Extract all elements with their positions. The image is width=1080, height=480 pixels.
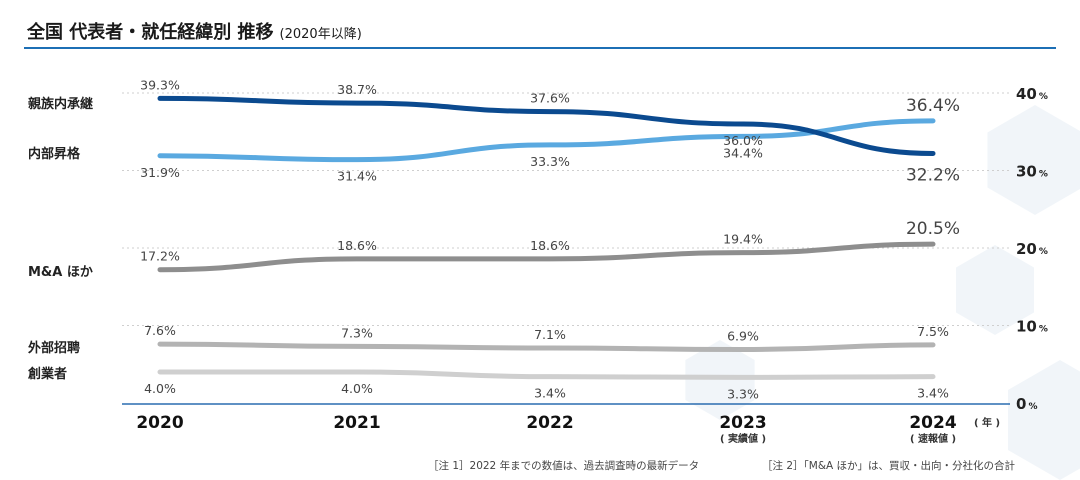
y-tick-unit: %: [1039, 247, 1048, 257]
x-tick-label: 2020: [136, 413, 183, 433]
data-label: 7.6%: [144, 323, 176, 338]
note-2: ［注 2］「M&A ほか」は、買収・出向・分社化の合計: [762, 460, 1016, 472]
data-label: 7.3%: [341, 325, 373, 340]
x-tick-label: 2024: [909, 413, 956, 433]
hexagon-shape: [956, 245, 1034, 335]
series-line: [157, 369, 936, 380]
series-label: M&A ほか: [28, 265, 93, 280]
x-sub-label: ( 実績値 ): [720, 432, 766, 445]
data-label: 38.7%: [337, 82, 377, 97]
data-label: 7.1%: [534, 327, 566, 342]
data-label: 37.6%: [530, 91, 570, 106]
data-label: 4.0%: [341, 381, 373, 396]
data-label: 3.4%: [534, 386, 566, 401]
hexagon-shape: [685, 340, 755, 420]
data-label: 32.2%: [906, 165, 960, 185]
y-tick-unit: %: [1039, 170, 1048, 180]
title-text: 全国 代表者・就任経緯別 推移: [27, 22, 274, 43]
series-line: [157, 241, 936, 273]
data-label: 6.9%: [727, 329, 759, 344]
hexagon-shape: [987, 105, 1080, 215]
data-label: 20.5%: [906, 219, 960, 239]
chart-title: 全国 代表者・就任経緯別 推移 (2020年以降): [27, 18, 362, 44]
series-label: 親族内承継: [28, 96, 93, 112]
x-unit-label: ( 年 ): [974, 416, 1000, 429]
data-label: 19.4%: [723, 232, 763, 247]
data-label: 34.4%: [723, 145, 763, 160]
data-label: 39.3%: [140, 77, 180, 92]
data-label: 4.0%: [144, 381, 176, 396]
subtitle-text: (2020年以降): [279, 27, 362, 42]
y-tick-label: 10%: [1016, 318, 1048, 336]
y-tick-unit: %: [1039, 325, 1048, 335]
series-label: 外部招聘: [27, 340, 80, 356]
data-label: 31.9%: [140, 165, 180, 180]
title-rule: [24, 47, 1056, 49]
data-label: 3.3%: [727, 386, 759, 401]
hexagon-shape: [1008, 360, 1080, 480]
y-tick-label: 20%: [1016, 240, 1048, 258]
background-hexagons: [685, 105, 1080, 480]
data-label: 36.4%: [906, 96, 960, 116]
data-label: 18.6%: [337, 238, 377, 253]
x-tick-label: 2021: [333, 413, 380, 433]
data-label: 33.3%: [530, 154, 570, 169]
series-line: [157, 95, 936, 156]
data-label: 7.5%: [917, 324, 949, 339]
y-tick-label: 40%: [1016, 85, 1048, 103]
data-label: 3.4%: [917, 386, 949, 401]
data-label: 31.4%: [337, 169, 377, 184]
x-sub-label: ( 速報値 ): [910, 432, 956, 445]
data-label: 17.2%: [140, 249, 180, 264]
series-label: 内部昇格: [28, 146, 81, 162]
data-label: 36.0%: [723, 133, 763, 148]
series-line: [157, 341, 936, 353]
y-tick-unit: %: [1028, 402, 1037, 412]
x-tick-label: 2022: [526, 413, 573, 433]
series-label: 創業者: [27, 366, 67, 382]
y-tick-unit: %: [1039, 92, 1048, 102]
data-label: 18.6%: [530, 238, 570, 253]
x-tick-label: 2023: [719, 413, 766, 433]
note-1: ［注 1］2022 年までの数値は、過去調査時の最新データ: [428, 460, 700, 472]
